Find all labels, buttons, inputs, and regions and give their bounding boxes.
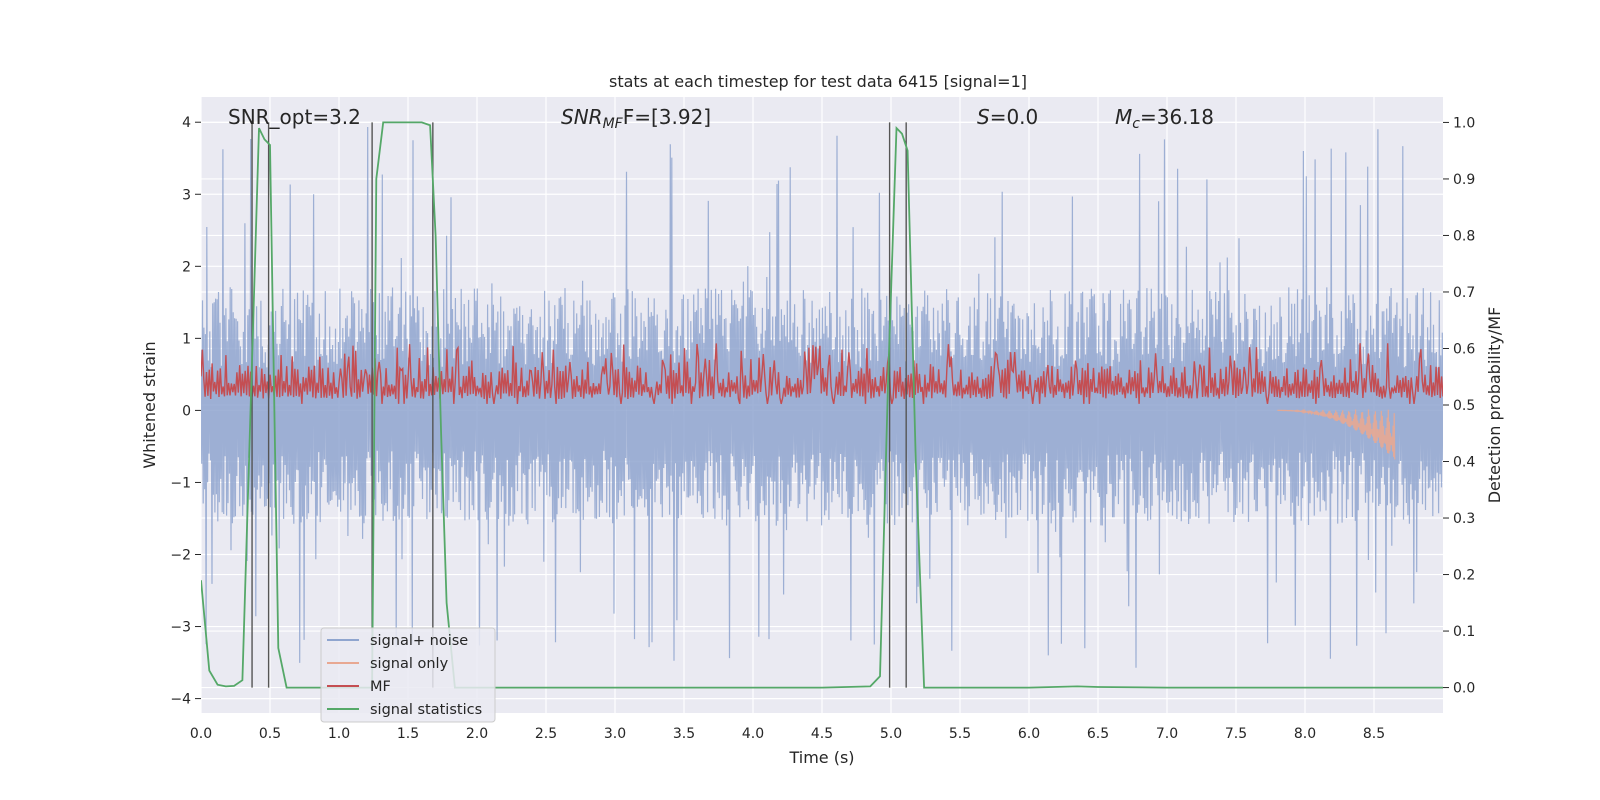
left-y-tick-label: 3 [182,187,191,203]
right-y-tick-label: 0.7 [1453,285,1475,301]
annotation-s-main: S [977,105,990,129]
left-y-tick-label: 1 [182,331,191,347]
series-signal-plus-noise [201,126,1443,668]
right-y-tick-label: 0.1 [1453,624,1475,640]
legend-box [320,627,496,723]
x-tick-label: 3.5 [673,726,695,742]
x-tick-label: 5.0 [880,726,902,742]
annotation-snr-mf: SNRMFF=[3.92] [561,105,711,132]
left-y-axis-ticks: 4 3 2 1 0 −1 −2 −3 −4 [170,115,201,708]
left-y-tick-label: −2 [170,547,191,563]
x-tick-label: 8.5 [1363,726,1385,742]
right-y-tick-label: 0.5 [1453,398,1475,414]
annotation-mc-sub: c [1132,116,1140,132]
x-tick-label: 4.0 [742,726,764,742]
x-tick-label: 3.0 [604,726,626,742]
series-signal-only [1277,408,1396,460]
x-tick-label: 7.0 [1156,726,1178,742]
left-y-tick-label: 0 [182,403,191,419]
left-y-tick-label: 4 [182,115,191,131]
annotation-snr-opt: SNR_opt=3.2 [228,105,361,129]
legend-label-signal-statistics: signal statistics [370,702,482,718]
right-y-tick-label: 1.0 [1453,115,1475,131]
left-y-tick-label: −4 [170,692,191,708]
annotation-snr-mf-main: SNR [561,105,603,129]
right-y-tick-label: 0.0 [1453,681,1475,697]
annotation-snr-mf-sub: MF [603,116,624,132]
x-tick-label: 2.5 [535,726,557,742]
x-tick-label: 1.5 [397,726,419,742]
series-signal-statistics [201,121,1443,689]
right-y-axis-ticks: 1.0 0.9 0.8 0.7 0.6 0.5 0.4 0.3 0.2 0.1 0.0 [1443,115,1475,697]
right-y-tick-label: 0.9 [1453,172,1475,188]
legend-label-signal-plus-noise: signal+ noise [370,633,468,649]
x-tick-label: 0.5 [259,726,281,742]
legend-label-signal-only: signal only [370,656,449,672]
right-y-tick-label: 0.2 [1453,568,1475,584]
right-y-tick-label: 0.8 [1453,228,1475,244]
left-y-tick-label: 2 [182,259,191,275]
right-y-axis-label: Detection probability/MF [1485,307,1504,504]
x-tick-label: 6.0 [1018,726,1040,742]
x-tick-label: 8.0 [1294,726,1316,742]
x-tick-label: 2.0 [466,726,488,742]
annotation-mc: Mc=36.18 [1115,105,1214,132]
annotation-mc-value: =36.18 [1140,105,1214,129]
x-tick-label: 6.5 [1087,726,1109,742]
annotation-snr-mf-value: F=[3.92] [623,105,711,129]
x-axis-label: Time (s) [788,748,854,767]
x-tick-label: 5.5 [949,726,971,742]
series-mf [201,343,1443,405]
left-y-axis-label: Whitened strain [140,341,159,468]
x-tick-label: 4.5 [811,726,833,742]
right-y-tick-label: 0.6 [1453,341,1475,357]
right-y-tick-label: 0.4 [1453,455,1475,471]
x-tick-label: 7.5 [1225,726,1247,742]
legend-label-mf: MF [370,679,391,695]
chart-title: stats at each timestep for test data 641… [609,72,1027,91]
annotation-s-value: =0.0 [990,105,1039,129]
x-tick-label: 0.0 [190,726,212,742]
left-y-tick-label: −3 [170,620,191,636]
left-y-tick-label: −1 [170,475,191,491]
x-tick-label: 1.0 [328,726,350,742]
legend: signal+ noise signal only MF signal stat… [320,627,496,723]
right-y-tick-label: 0.3 [1453,511,1475,527]
annotation-mc-main: M [1115,105,1132,129]
x-axis-ticks: 0.0 0.5 1.0 1.5 2.0 2.5 3.0 3.5 4.0 4.5 5.0 5.5 6.0 6… [190,726,1385,742]
annotation-s: S=0.0 [977,105,1038,129]
